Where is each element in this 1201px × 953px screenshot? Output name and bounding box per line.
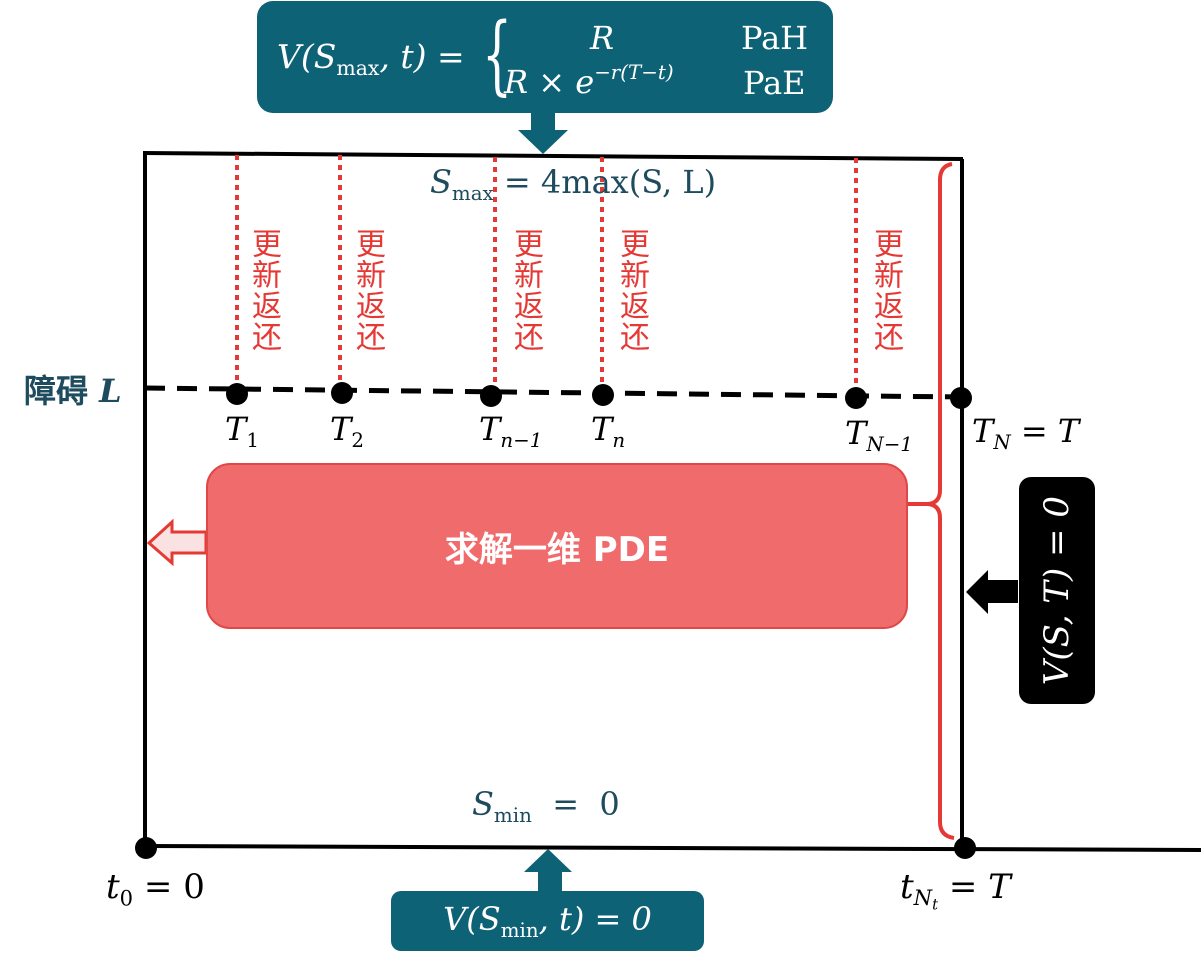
t-end-subsub: t bbox=[932, 896, 939, 914]
case2-value: R × e−r(T−t) bbox=[504, 61, 674, 101]
bottom-box-base: V(S bbox=[443, 900, 501, 939]
t-end-sub: N bbox=[913, 885, 933, 911]
tick-TN: TN = T bbox=[972, 412, 1079, 454]
bottom-boundary-condition-box: V(Smin, t) = 0 bbox=[391, 891, 704, 951]
case2-base: R × e bbox=[504, 62, 595, 101]
dot-T1 bbox=[226, 383, 248, 405]
tick-Tn-1: Tn−1 bbox=[479, 410, 542, 452]
rebate-label-1: 更新返还 bbox=[246, 228, 281, 352]
curly-brace: { bbox=[482, 5, 513, 105]
rebate-label-3: 更新返还 bbox=[508, 228, 543, 352]
dot-Tn-1 bbox=[480, 385, 502, 407]
tick-Tn: Tn bbox=[591, 410, 625, 452]
barrier-label: 障碍 L bbox=[24, 366, 122, 412]
red-bracket bbox=[906, 162, 955, 840]
s-min-label: Smin = 0 bbox=[472, 785, 620, 827]
tick-Tn-1-sub: n−1 bbox=[500, 428, 543, 452]
tick-Tn-1-base: T bbox=[479, 410, 501, 448]
case2-exp: −r(T−t) bbox=[594, 61, 674, 84]
s-max-base: S bbox=[430, 163, 452, 201]
bottom-box-sub: min bbox=[500, 918, 539, 942]
rebate-label-5: 更新返还 bbox=[868, 228, 903, 352]
terminal-condition-label: V(S, T) = 0 bbox=[1037, 495, 1077, 686]
lhs-tail: , t) = bbox=[379, 37, 465, 76]
top-arrow bbox=[518, 113, 568, 154]
t-end-tail: = T bbox=[938, 867, 1011, 907]
solve-pde-box: 求解一维 PDE bbox=[206, 463, 908, 629]
s-max-sub: max bbox=[451, 181, 494, 205]
bottom-arrow bbox=[524, 849, 572, 892]
t-start-base: t bbox=[106, 867, 120, 907]
tick-T2-sub: 2 bbox=[351, 428, 364, 452]
barrier-symbol: L bbox=[99, 372, 122, 410]
bottom-box-label: V(Smin, t) = 0 bbox=[443, 900, 652, 942]
tick-TN-1-sub: N−1 bbox=[866, 432, 913, 456]
t-end-base: t bbox=[900, 867, 914, 907]
case1-label: PaH bbox=[741, 19, 809, 57]
s-min-base: S bbox=[472, 785, 494, 823]
tick-T2-base: T bbox=[330, 410, 352, 448]
s-min-sub: min bbox=[493, 803, 532, 827]
tick-TN-tail: = T bbox=[1010, 412, 1080, 450]
tick-TN-1-base: T bbox=[845, 414, 867, 452]
barrier-line bbox=[144, 385, 963, 400]
monitor-dots bbox=[135, 382, 976, 859]
s-min-rhs: = 0 bbox=[531, 785, 620, 823]
dot-t0 bbox=[135, 837, 157, 859]
pde-arrow bbox=[146, 518, 208, 567]
solve-pde-label: 求解一维 PDE bbox=[444, 529, 670, 570]
tick-T1-sub: 1 bbox=[246, 428, 259, 452]
t-start-label: t0 = 0 bbox=[106, 867, 205, 910]
tick-TN-sub: N bbox=[993, 430, 1011, 454]
terminal-condition-box: V(S, T) = 0 bbox=[1019, 477, 1095, 704]
tick-T1-base: T bbox=[225, 410, 247, 448]
rebate-label-2: 更新返还 bbox=[350, 228, 385, 352]
case1-value: R bbox=[590, 19, 615, 57]
tick-T2: T2 bbox=[330, 410, 364, 452]
top-box-lhs: V(Smax, t) = bbox=[277, 37, 465, 80]
dot-Tn bbox=[592, 384, 614, 406]
t-start-sub: 0 bbox=[119, 885, 134, 911]
dot-TN bbox=[950, 387, 972, 409]
lhs-sub: max bbox=[336, 56, 380, 81]
t-start-tail: = 0 bbox=[133, 867, 205, 907]
tick-T1: T1 bbox=[225, 410, 259, 452]
t-end-label: tNt = T bbox=[900, 867, 1011, 914]
tick-TN-base: T bbox=[972, 412, 994, 450]
tick-Tn-base: T bbox=[591, 410, 613, 448]
top-boundary-condition-box: V(Smax, t) = { R PaH R × e−r(T−t) PaE bbox=[257, 1, 833, 113]
right-arrow bbox=[966, 570, 1018, 614]
s-max-label: Smax = 4max(S, L) bbox=[430, 163, 716, 205]
rebate-label-4: 更新返还 bbox=[614, 228, 649, 352]
dot-tNt bbox=[954, 837, 976, 859]
case2-label: PaE bbox=[743, 64, 806, 102]
tick-Tn-sub: n bbox=[612, 428, 626, 452]
bottom-box-tail: , t) = 0 bbox=[538, 900, 652, 939]
dot-T2 bbox=[331, 382, 353, 404]
dot-TN-1 bbox=[845, 387, 867, 409]
tick-TN-1: TN−1 bbox=[845, 414, 913, 456]
s-max-rhs: = 4max(S, L) bbox=[493, 163, 717, 201]
time-axis bbox=[144, 844, 1201, 852]
top-boundary bbox=[142, 151, 964, 161]
barrier-text: 障碍 bbox=[24, 372, 89, 410]
lhs-text: V(S bbox=[277, 37, 337, 76]
